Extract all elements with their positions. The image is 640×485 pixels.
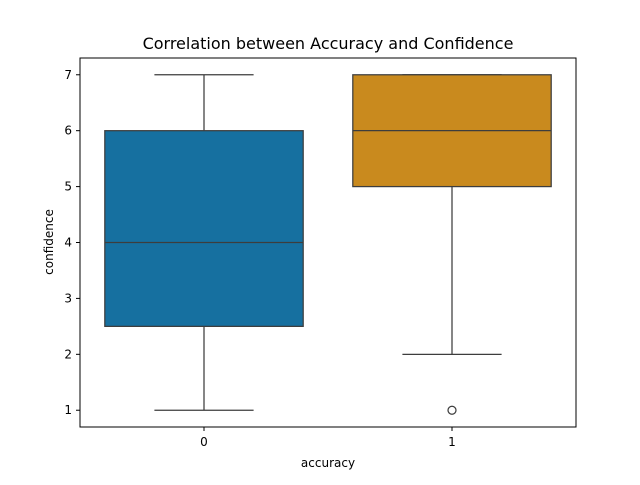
box-0 xyxy=(104,130,304,327)
plot-area: 1 2 3 4 5 6 7 0 1 xyxy=(64,57,577,449)
y-tick-label: 4 xyxy=(64,236,72,250)
y-tick-label: 5 xyxy=(64,180,72,194)
outlier-point xyxy=(447,405,457,415)
chart-title: Correlation between Accuracy and Confide… xyxy=(143,34,514,53)
y-tick-label: 2 xyxy=(64,347,72,361)
y-tick-label: 1 xyxy=(64,403,72,417)
x-tick-label: 0 xyxy=(200,435,208,449)
y-axis-label: confidence xyxy=(42,209,56,275)
y-tick-label: 6 xyxy=(64,124,72,138)
y-tick-label: 7 xyxy=(64,68,72,82)
y-tick-label: 3 xyxy=(64,291,72,305)
x-axis-label: accuracy xyxy=(301,456,355,470)
x-tick-label: 1 xyxy=(448,435,456,449)
